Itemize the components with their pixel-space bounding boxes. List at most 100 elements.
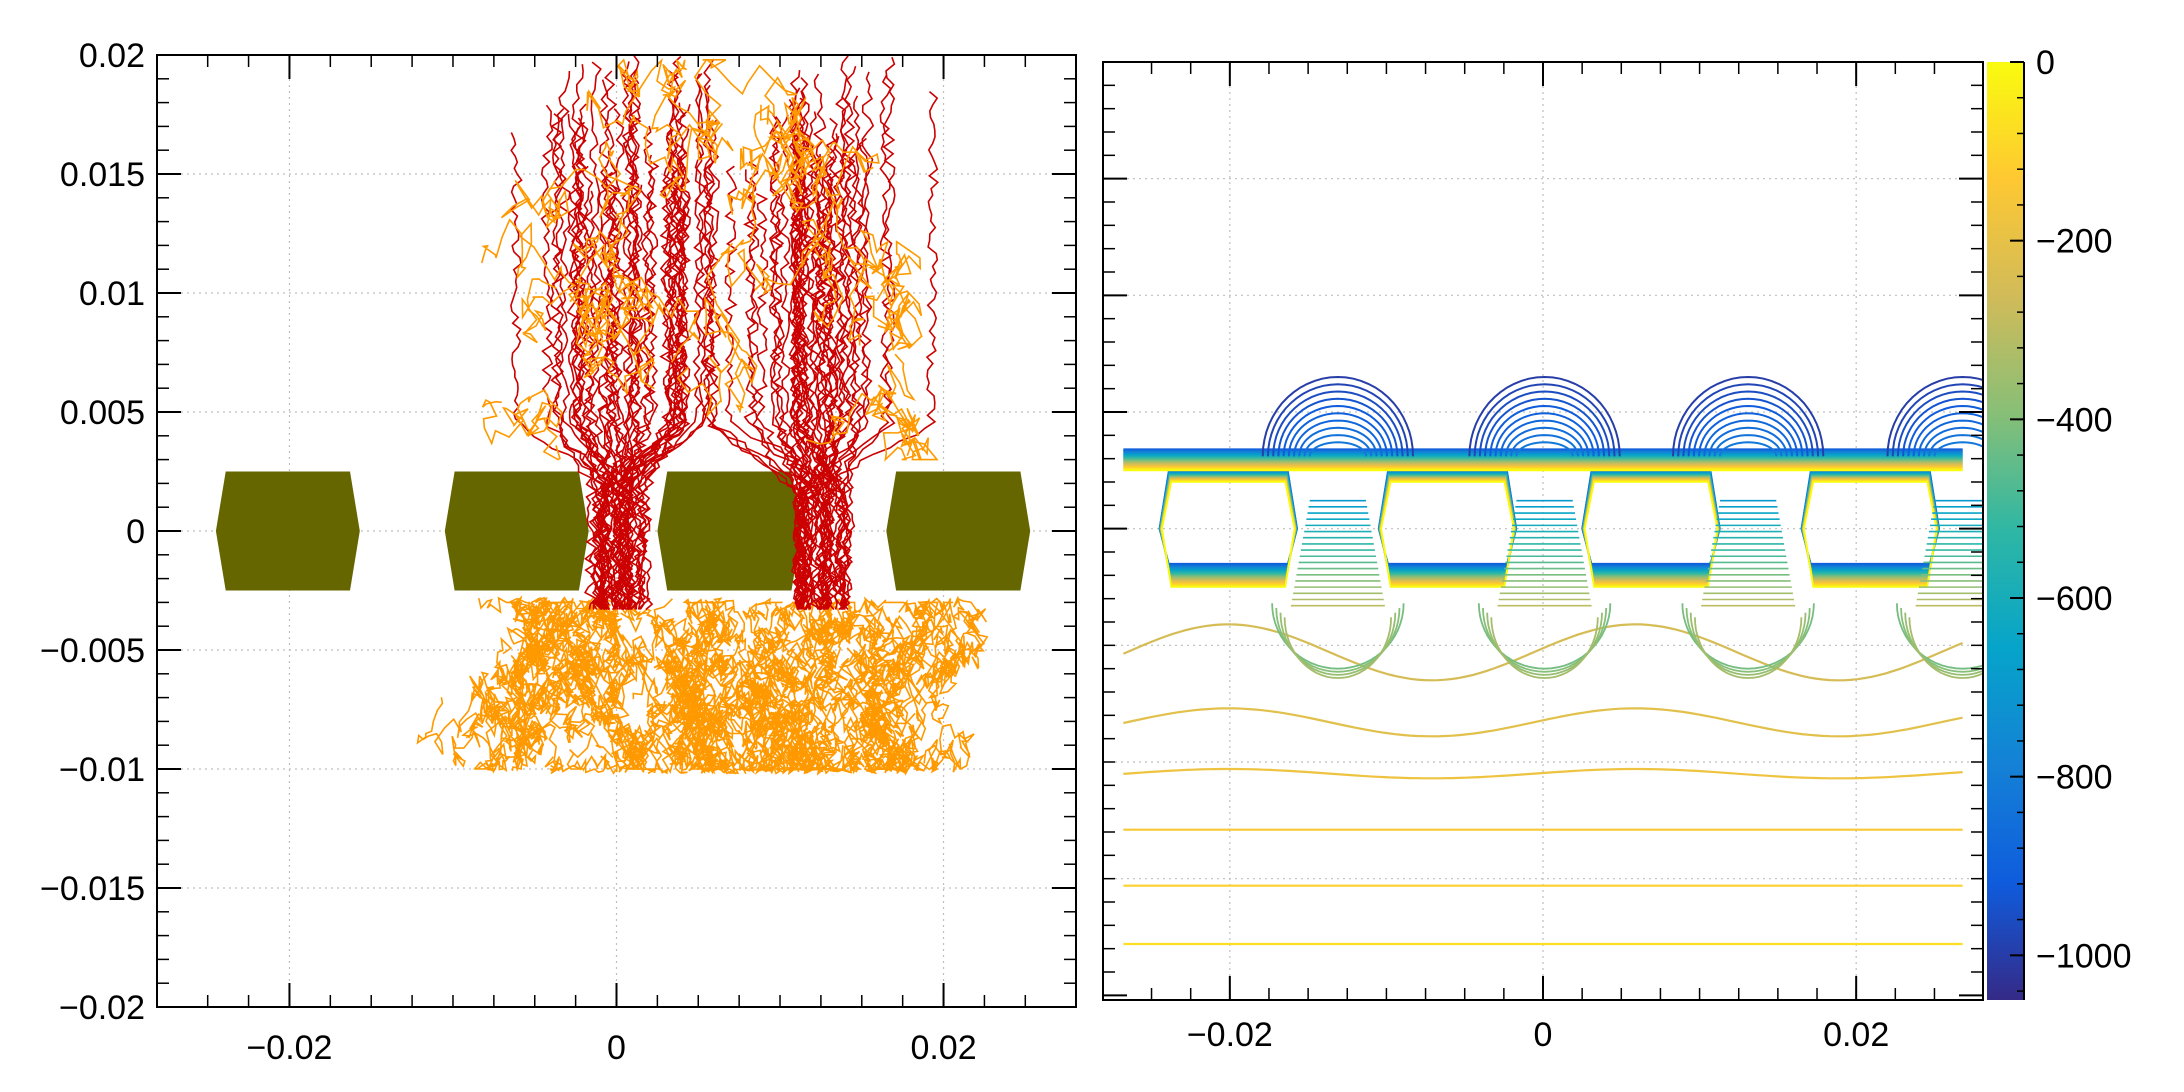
drift-track-orange [822,624,966,691]
drift-track-red [754,192,814,610]
contour-line [1266,383,1409,457]
drift-track-orange [888,610,989,670]
drift-track-orange [859,228,923,352]
y-tick-label: 0.01 [79,275,145,313]
contour-line [1482,607,1608,673]
drift-track-orange [754,198,844,329]
drift-track-orange [673,605,783,762]
contour-line [1677,383,1820,457]
contour-line [1902,397,1983,457]
contour-line [1682,390,1814,457]
drift-track-orange [877,353,930,461]
contour-line [1504,426,1585,457]
contour-line [1478,390,1611,457]
contour-line [1283,617,1392,679]
drift-track-orange [691,597,752,667]
drift-track-orange [915,650,961,695]
drift-track-orange [846,704,916,775]
contour-line [1484,397,1606,457]
contour-line [1499,419,1590,457]
contour-line [1271,603,1405,670]
drift-track-orange [806,677,884,774]
x-tick-label: −0.02 [246,1029,332,1067]
drift-tracks [416,55,989,776]
y-tick-label: −0.01 [59,751,145,789]
drift-track-red [566,113,638,610]
drift-track-red [581,165,603,610]
contour-line [1685,607,1811,673]
contour-line [1672,375,1825,457]
contour-line [1473,383,1616,457]
drift-track-orange [500,140,633,229]
drift-track-orange [843,647,924,715]
contour-line [1923,426,1983,457]
drift-track-orange [518,597,568,674]
contour-line [1489,404,1600,457]
colorbar-ticks [2010,61,2025,1000]
drift-track-orange [566,711,650,773]
y-tick-label: −0.005 [40,632,145,670]
drift-track-orange [480,218,577,344]
drift-track-red [575,103,623,610]
drift-track-red [840,95,862,611]
drift-track-orange [779,96,827,214]
drift-track-orange [577,658,630,747]
drift-track-orange [615,703,677,775]
contour-line [1928,434,1983,457]
drift-track-orange [730,701,770,775]
drift-track-orange [684,726,730,774]
drift-track-red [597,164,648,610]
drift-track-red [795,140,817,611]
contour-line [1907,404,1983,457]
contour-line [1490,617,1599,679]
contour-line [1694,617,1803,679]
drift-track-orange [490,615,546,686]
drift-track-red [620,69,640,610]
drift-track-red [601,125,656,610]
y-tick-label: 0.015 [60,156,145,194]
drift-track-orange [550,639,594,714]
drift-track-orange [724,732,898,775]
right-axis-labels: −0.02 0 0.02 [1187,1016,1889,1054]
x-tick-label: 0.02 [1823,1016,1889,1054]
drift-track-orange [867,599,957,699]
contour-line [1908,617,1983,679]
contour-line [1293,419,1383,457]
contour-line [1282,404,1394,457]
drift-track-orange [695,744,808,775]
drift-track-orange [548,597,617,674]
drift-track-red [817,55,851,610]
drift-track-orange [653,624,724,746]
colorbar-tick-label: −600 [2036,580,2113,618]
drift-track-orange [898,597,981,678]
drift-track-orange [531,627,597,744]
drift-track-orange [493,604,560,697]
drift-track-orange [874,684,950,776]
right-axis-ticks [1103,61,1983,1000]
contour-line [1468,375,1621,457]
contour-line [1708,426,1788,457]
y-tick-label: −0.02 [59,989,145,1027]
drift-track-red [551,108,602,610]
contour-line [1917,419,1983,457]
drift-track-orange [671,632,718,730]
drift-track-orange [858,615,904,757]
drift-track-red [768,114,822,611]
electrode-shapes [215,471,1031,591]
drift-track-red [574,121,609,610]
contour-line [1896,390,1983,457]
contour-line [1713,434,1783,457]
drift-track-orange [586,57,688,129]
drift-track-orange [555,629,603,709]
drift-track-red [618,55,642,610]
colorbar-tick-label: −400 [2036,401,2113,439]
colorbar [1987,62,2024,1000]
potential-contour-chart: −0.02 0 0.02 0 −200 −400 −600 −800 −1000 [1102,44,2132,1054]
y-tick-label: 0 [126,513,145,551]
x-tick-label: 0 [607,1029,626,1067]
electrode [657,471,802,591]
drift-track-orange [693,59,798,161]
colorbar-tick-label: 0 [2036,44,2055,82]
drift-track-orange [575,274,655,390]
drift-track-orange [535,605,593,732]
